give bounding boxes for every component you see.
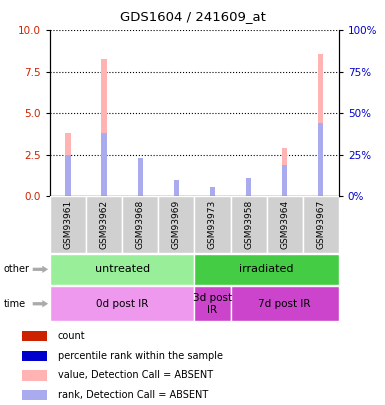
Text: GSM93968: GSM93968: [136, 200, 145, 249]
Bar: [122, 196, 158, 253]
Text: 3d post
IR: 3d post IR: [193, 293, 232, 315]
Bar: [210, 187, 215, 196]
Bar: [50, 196, 86, 253]
Bar: [194, 254, 339, 285]
Bar: [194, 196, 231, 253]
Bar: [174, 180, 179, 196]
Bar: [65, 133, 71, 196]
Bar: [246, 178, 251, 196]
Bar: [318, 124, 323, 196]
Text: time: time: [4, 299, 26, 309]
Text: GSM93969: GSM93969: [172, 200, 181, 249]
Bar: [22, 350, 47, 361]
Text: percentile rank within the sample: percentile rank within the sample: [58, 351, 223, 360]
Text: rank, Detection Call = ABSENT: rank, Detection Call = ABSENT: [58, 390, 208, 400]
Text: irradiated: irradiated: [239, 264, 294, 274]
Bar: [102, 133, 107, 196]
Bar: [194, 286, 231, 321]
Bar: [266, 196, 303, 253]
Text: GDS1604 / 241609_at: GDS1604 / 241609_at: [120, 10, 265, 23]
Text: GSM93967: GSM93967: [316, 200, 325, 249]
Text: GSM93962: GSM93962: [100, 200, 109, 249]
Bar: [318, 53, 323, 196]
Text: GSM93961: GSM93961: [64, 200, 73, 249]
Bar: [137, 158, 143, 196]
Bar: [231, 286, 339, 321]
Bar: [86, 196, 122, 253]
Text: GSM93958: GSM93958: [244, 200, 253, 249]
Text: value, Detection Call = ABSENT: value, Detection Call = ABSENT: [58, 371, 213, 380]
Text: untreated: untreated: [95, 264, 150, 274]
Bar: [102, 59, 107, 196]
Text: GSM93964: GSM93964: [280, 200, 289, 249]
Text: 7d post IR: 7d post IR: [258, 299, 311, 309]
Bar: [231, 196, 266, 253]
Bar: [282, 165, 287, 196]
Bar: [137, 158, 143, 196]
Bar: [22, 390, 47, 400]
Bar: [246, 178, 251, 196]
Bar: [22, 331, 47, 341]
Bar: [50, 254, 194, 285]
Bar: [210, 187, 215, 196]
Bar: [303, 196, 339, 253]
Text: count: count: [58, 331, 85, 341]
Bar: [22, 370, 47, 381]
Bar: [158, 196, 194, 253]
Text: 0d post IR: 0d post IR: [96, 299, 149, 309]
Bar: [65, 155, 71, 196]
Bar: [282, 148, 287, 196]
Text: GSM93973: GSM93973: [208, 200, 217, 249]
Bar: [50, 286, 194, 321]
Bar: [174, 180, 179, 196]
Text: other: other: [4, 264, 30, 274]
